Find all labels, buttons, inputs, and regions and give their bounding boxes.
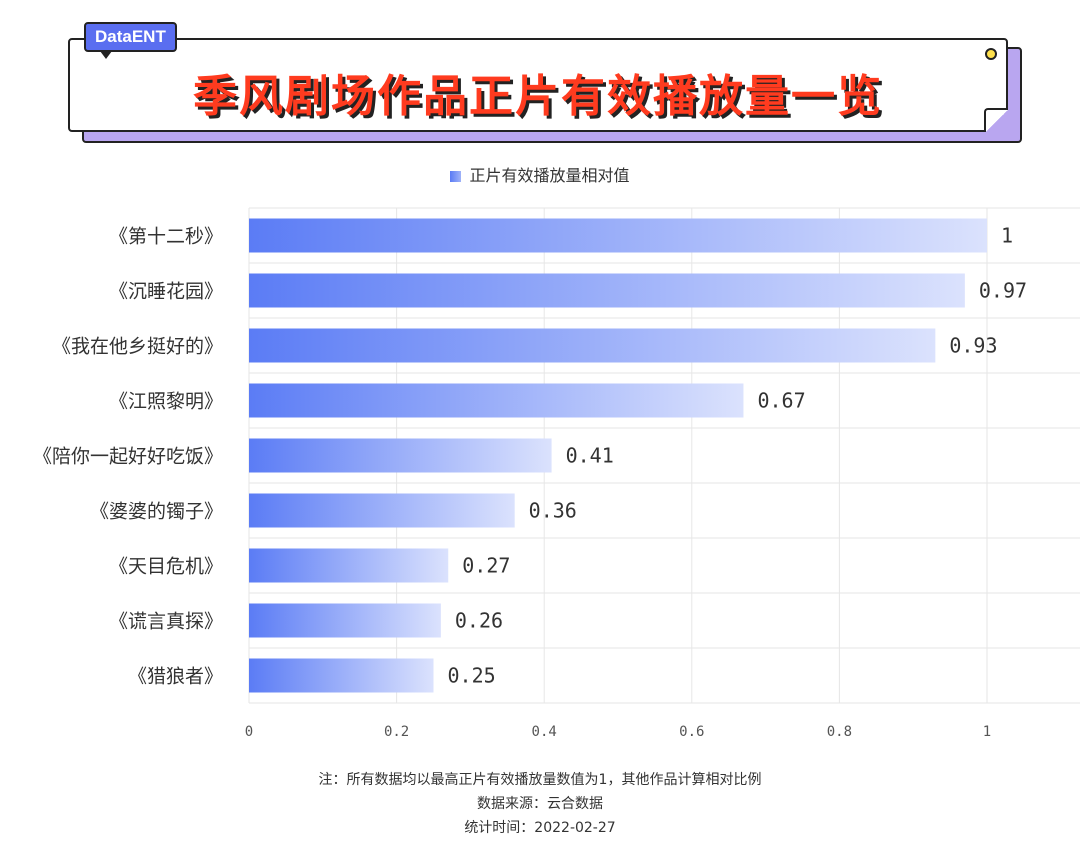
bar [249, 273, 965, 308]
value-label: 0.25 [448, 664, 496, 688]
x-tick-label: 0.8 [827, 724, 852, 740]
bar [249, 328, 936, 363]
bar [249, 493, 515, 528]
legend-label: 正片有效播放量相对值 [469, 166, 630, 185]
dot-icon [985, 48, 997, 60]
category-label: 《第十二秒》 [109, 226, 223, 248]
x-tick-label: 0.4 [532, 724, 557, 740]
chart-legend: 正片有效播放量相对值 [0, 162, 1080, 186]
x-axis-ticks: 0 0.2 0.4 0.6 0.8 1 [245, 724, 991, 740]
x-tick-label: 0.6 [679, 724, 704, 740]
category-label: 《沉睡花园》 [109, 281, 223, 303]
category-label: 《陪你一起好好吃饭》 [33, 446, 223, 468]
bar [249, 603, 441, 638]
category-label: 《江照黎明》 [109, 391, 223, 413]
page-fold-icon [984, 108, 1008, 132]
footer-note: 注：所有数据均以最高正片有效播放量数值为1，其他作品计算相对比例 [318, 772, 762, 788]
bars [249, 218, 987, 693]
value-label: 0.27 [462, 554, 510, 578]
bar [249, 383, 744, 418]
footer-source: 数据来源：云合数据 [477, 796, 603, 812]
bar [249, 218, 987, 253]
x-tick-label: 1 [983, 724, 991, 740]
category-label: 《猎狼者》 [128, 666, 223, 688]
title-card: 季风剧场作品正片有效播放量一览 [68, 38, 1008, 132]
footer: 注：所有数据均以最高正片有效播放量数值为1，其他作品计算相对比例 数据来源：云合… [0, 768, 1080, 840]
legend-swatch [450, 171, 462, 182]
value-label: 0.26 [455, 609, 503, 633]
value-label: 1 [1001, 224, 1013, 248]
page-title: 季风剧场作品正片有效播放量一览 [193, 71, 883, 122]
value-label: 0.93 [949, 334, 997, 358]
value-label: 0.41 [566, 444, 614, 468]
brand-tag: DataENT [84, 22, 177, 59]
value-label: 0.97 [979, 279, 1027, 303]
category-label: 《婆婆的镯子》 [90, 501, 223, 523]
x-tick-label: 0.2 [384, 724, 409, 740]
value-labels: 1 0.97 0.93 0.67 0.41 0.36 0.27 0.26 0.25 [448, 224, 1028, 688]
category-label: 《我在他乡挺好的》 [52, 336, 223, 358]
value-label: 0.67 [757, 389, 805, 413]
x-tick-label: 0 [245, 724, 253, 740]
bar-chart: 《第十二秒》《沉睡花园》《我在他乡挺好的》《江照黎明》《陪你一起好好吃饭》《婆婆… [33, 207, 1080, 740]
bar [249, 438, 552, 473]
bar [249, 548, 449, 583]
footer-time: 统计时间：2022-02-27 [464, 820, 616, 836]
category-label: 《天目危机》 [109, 556, 223, 578]
value-label: 0.36 [529, 499, 577, 523]
bar [249, 658, 434, 693]
category-labels: 《第十二秒》《沉睡花园》《我在他乡挺好的》《江照黎明》《陪你一起好好吃饭》《婆婆… [33, 226, 223, 688]
category-label: 《谎言真探》 [109, 611, 223, 633]
